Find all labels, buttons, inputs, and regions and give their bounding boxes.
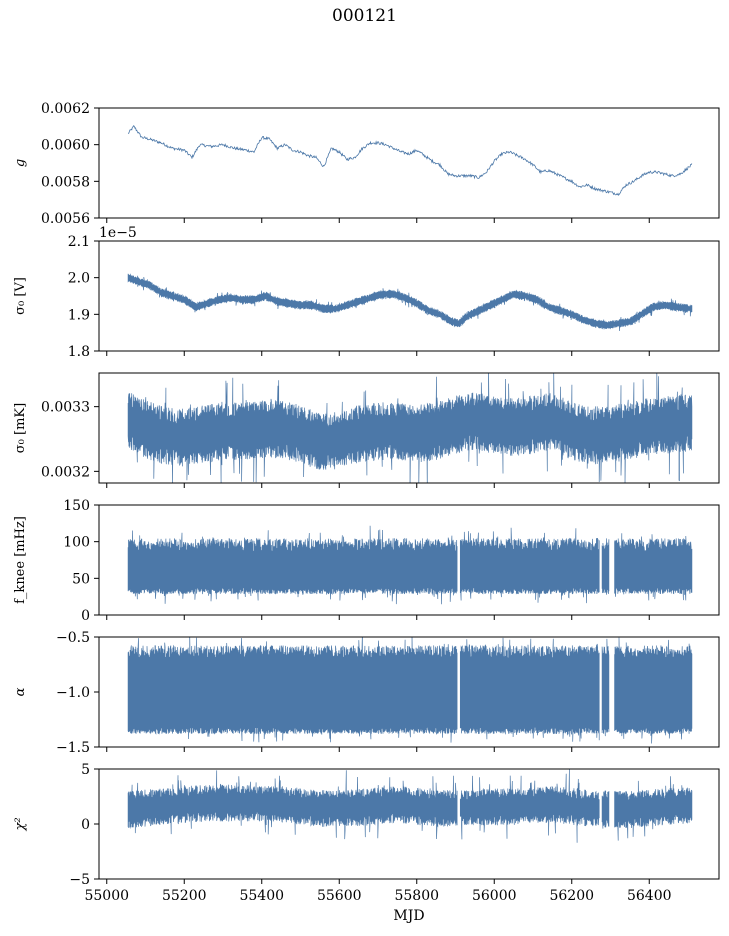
ytick-label-alpha: −0.5 (56, 630, 90, 646)
ytick-label-sigma0_V: 1.8 (68, 344, 90, 360)
series-band-alpha (127, 637, 693, 744)
ylabel-chi2: χ² (13, 817, 28, 831)
offset-text-sigma0_V: 1e−5 (99, 225, 137, 241)
plot-area-alpha (127, 637, 693, 744)
ytick-label-chi2: 0 (81, 817, 90, 833)
ytick-label-sigma0_V: 2.1 (68, 234, 90, 250)
ytick-label-g: 0.0056 (41, 211, 90, 227)
plot-area-fknee (127, 525, 693, 605)
series-line-g (127, 125, 693, 197)
xtick-label: 55400 (239, 888, 284, 904)
plot-area-chi2 (127, 769, 693, 843)
plot-area-g (127, 125, 693, 197)
xtick-label: 55800 (394, 888, 439, 904)
ytick-label-chi2: −5 (69, 872, 90, 888)
xtick-label: 55200 (162, 888, 207, 904)
xtick-label: 55000 (84, 888, 129, 904)
ylabel-fknee: f_knee [mHz] (13, 516, 28, 604)
ytick-label-g: 0.0062 (41, 101, 90, 117)
ytick-label-sigma0_V: 2.0 (68, 271, 90, 287)
ytick-label-g: 0.0058 (41, 174, 90, 190)
ylabel-sigma0_mK: σ₀ [mK] (13, 403, 28, 453)
ylabel-alpha: α (13, 687, 28, 696)
series-band-fknee (127, 525, 693, 605)
xlabel: MJD (393, 908, 424, 924)
ytick-label-sigma0_mK: 0.0032 (41, 464, 90, 480)
ytick-label-fknee: 0 (81, 608, 90, 624)
ytick-label-sigma0_V: 1.9 (68, 307, 90, 323)
ytick-label-chi2: 5 (81, 762, 90, 778)
xtick-label: 56200 (549, 888, 594, 904)
plot-area-sigma0_V (127, 273, 693, 332)
xtick-label: 55600 (317, 888, 362, 904)
ytick-label-alpha: −1.0 (56, 685, 90, 701)
series-band-sigma0_V (127, 273, 693, 332)
axes-frame-g (98, 107, 720, 219)
axes-frame-sigma0_V (98, 240, 720, 352)
ytick-label-fknee: 150 (63, 498, 90, 514)
axes-frame-fknee (98, 504, 720, 616)
ytick-label-fknee: 50 (72, 571, 90, 587)
axes-frame-sigma0_mK (98, 372, 720, 484)
figure-title: 000121 (332, 6, 397, 26)
xtick-label: 56000 (472, 888, 517, 904)
ytick-label-sigma0_mK: 0.0033 (41, 400, 90, 416)
ytick-label-g: 0.0060 (41, 138, 90, 154)
xtick-label: 56400 (627, 888, 672, 904)
ytick-label-alpha: −1.5 (56, 740, 90, 756)
ylabel-sigma0_V: σ₀ [V] (13, 277, 28, 315)
series-band-sigma0_mK (127, 373, 693, 483)
ylabel-g: g (13, 159, 28, 167)
plot-area-sigma0_mK (127, 373, 693, 483)
ytick-label-fknee: 100 (63, 535, 90, 551)
series-band-chi2 (127, 769, 693, 843)
